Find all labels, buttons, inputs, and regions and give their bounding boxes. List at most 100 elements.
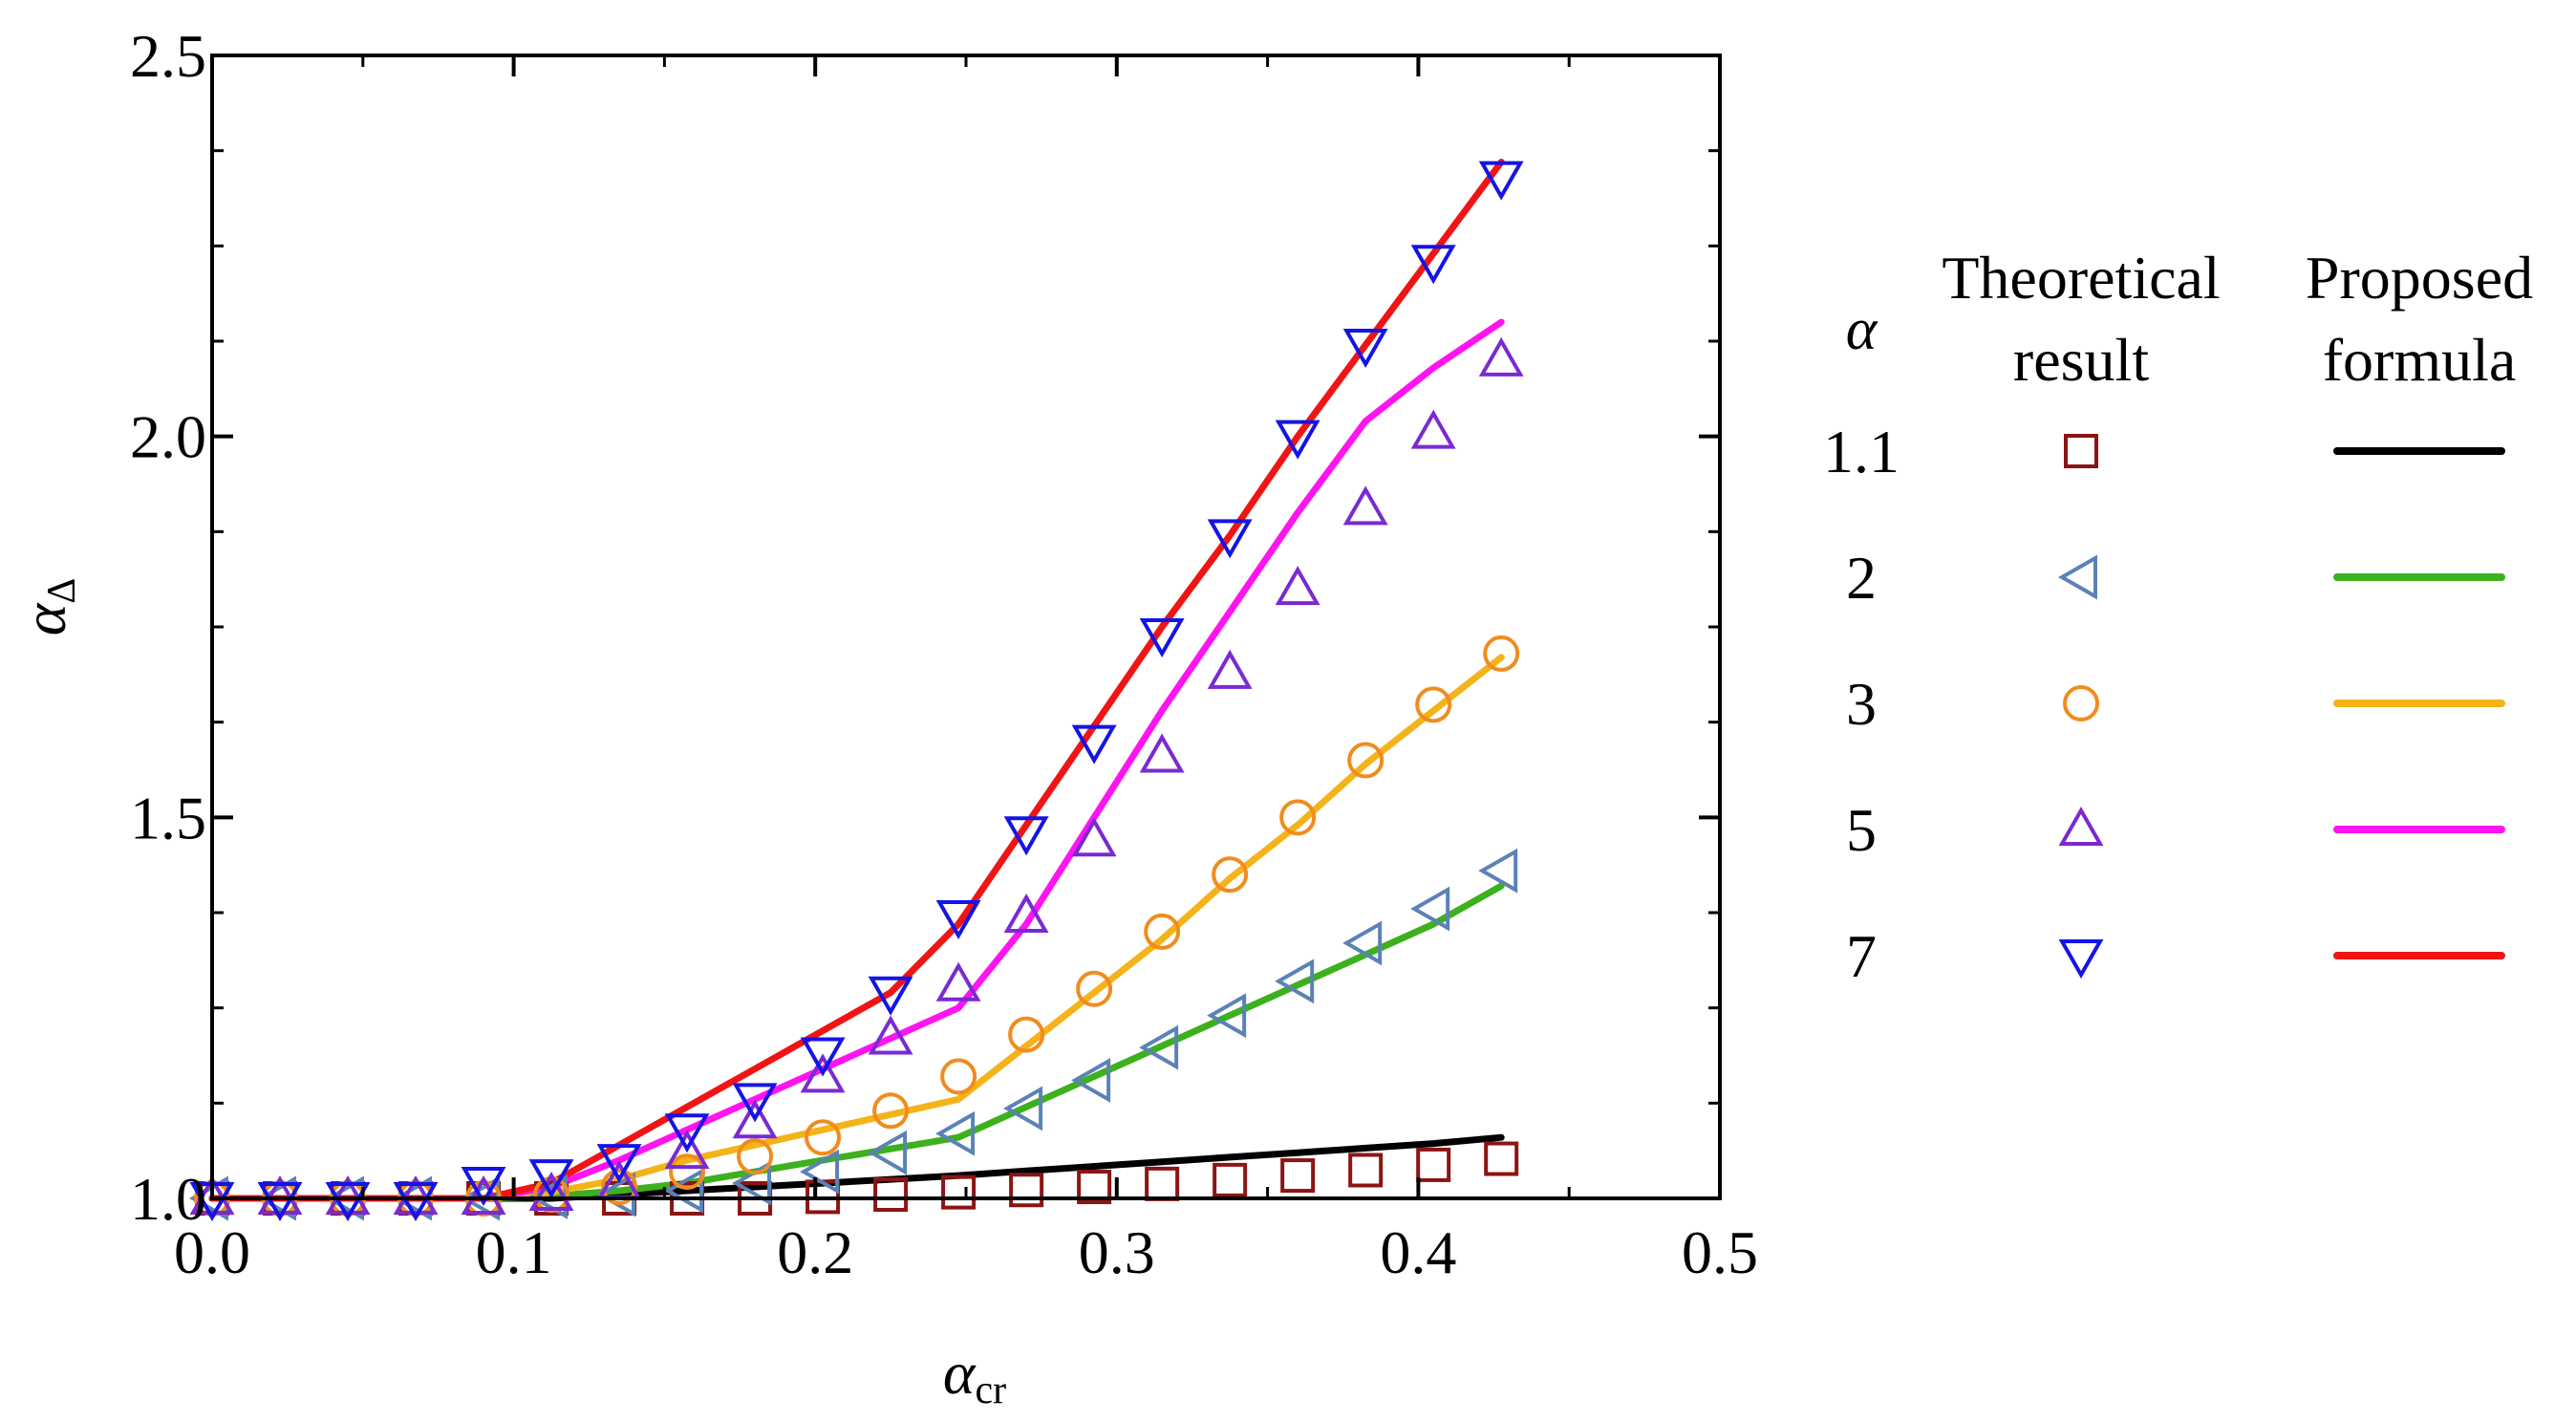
theoretical-point xyxy=(325,1182,371,1222)
x-tick-label: 0.5 xyxy=(1682,1218,1758,1286)
theoretical-point xyxy=(873,1177,909,1213)
theoretical-point xyxy=(800,1149,840,1195)
theoretical-point xyxy=(1410,245,1456,285)
theoretical-point xyxy=(189,1174,235,1215)
legend-alpha-value: 1.1 xyxy=(1823,418,1900,485)
theoretical-point xyxy=(935,899,981,940)
theoretical-point xyxy=(935,961,981,1002)
theoretical-point xyxy=(461,1167,506,1207)
theoretical-point xyxy=(1348,1153,1384,1188)
legend-marker-header-line2: result xyxy=(2013,326,2149,394)
markers-2 xyxy=(188,848,1518,1221)
theoretical-point xyxy=(800,1053,846,1093)
series-layer xyxy=(188,159,1524,1222)
y-tick-label: 1.5 xyxy=(130,784,206,851)
theoretical-point xyxy=(1009,1173,1044,1208)
y-tick-label: 2.5 xyxy=(130,22,206,90)
theoretical-point xyxy=(461,1174,506,1215)
theoretical-point xyxy=(1207,649,1253,689)
legend-marker xyxy=(2057,554,2097,600)
legend-marker xyxy=(2063,685,2099,722)
x-tick-label: 0.1 xyxy=(476,1218,552,1286)
legend-row: 5 xyxy=(1846,796,2505,864)
theoretical-point xyxy=(732,1099,778,1139)
theoretical-point xyxy=(1347,742,1385,779)
theoretical-point xyxy=(1279,799,1317,836)
theoretical-point xyxy=(1415,686,1452,723)
theoretical-point xyxy=(1145,1166,1180,1201)
theoretical-point xyxy=(732,1083,778,1123)
theoretical-point xyxy=(941,1174,977,1210)
x-axis-title: αcr xyxy=(943,1339,1006,1412)
theoretical-point xyxy=(1275,420,1320,460)
theoretical-point xyxy=(1071,724,1117,765)
x-tick-label: 0.0 xyxy=(174,1218,250,1286)
legend-row: 2 xyxy=(1846,544,2505,612)
legend-alpha-value: 7 xyxy=(1846,922,1877,990)
theoretical-point xyxy=(935,1110,976,1156)
theoretical-point xyxy=(1003,816,1049,856)
theoretical-point xyxy=(528,1171,574,1212)
theoretical-point xyxy=(1144,913,1181,950)
markers-7 xyxy=(189,161,1524,1222)
theoretical-point xyxy=(1003,1086,1043,1131)
legend-alpha-value: 3 xyxy=(1846,670,1877,738)
theoretical-point xyxy=(737,1138,774,1175)
theoretical-point xyxy=(596,1144,642,1184)
theoretical-point xyxy=(805,1119,842,1156)
theoretical-point xyxy=(393,1174,439,1215)
theoretical-point xyxy=(1416,1147,1451,1182)
theoretical-point xyxy=(664,1168,704,1214)
theoretical-point xyxy=(1008,1016,1045,1053)
theoretical-point xyxy=(1071,817,1117,857)
theoretical-point xyxy=(868,1130,908,1175)
theoretical-point xyxy=(393,1182,439,1222)
legend-marker xyxy=(2064,434,2098,468)
legend-rows: 1.1 2 3 5 7 xyxy=(1823,418,2505,990)
legend-line-header-line2: formula xyxy=(2323,326,2517,394)
theoretical-point xyxy=(1207,993,1247,1039)
theoretical-point xyxy=(601,1169,638,1206)
formula-line xyxy=(208,159,1505,1202)
formula-line xyxy=(208,654,1505,1202)
plot-frame xyxy=(210,54,1722,1200)
theoretical-point xyxy=(1139,733,1185,773)
theoretical-point xyxy=(1478,161,1524,201)
theoretical-point xyxy=(1483,635,1520,672)
theoretical-point xyxy=(325,1174,371,1215)
theoretical-point xyxy=(872,1092,910,1130)
theoretical-point xyxy=(1478,336,1524,377)
theoretical-point xyxy=(1342,920,1383,966)
theoretical-point xyxy=(1077,1170,1112,1205)
legend-marker xyxy=(2058,806,2104,846)
theoretical-point xyxy=(1076,970,1113,1007)
theoretical-point xyxy=(1342,328,1388,369)
series-5 xyxy=(208,318,1505,1202)
theoretical-point xyxy=(1410,886,1450,932)
y-axis-title: αΔ xyxy=(11,578,84,636)
legend-param-header: α xyxy=(1846,297,1878,362)
legend-row: 7 xyxy=(1846,922,2505,990)
theoretical-point xyxy=(1478,848,1518,894)
theoretical-point xyxy=(1071,1057,1111,1103)
theoretical-point xyxy=(940,1058,977,1095)
theoretical-point xyxy=(669,1153,706,1191)
theoretical-point xyxy=(1003,893,1049,933)
legend-row: 3 xyxy=(1846,670,2505,738)
legend: α Theoretical result Proposed formula 1.… xyxy=(1823,244,2533,990)
legend-line-header-line1: Proposed xyxy=(2306,244,2533,312)
theoretical-point xyxy=(800,1037,846,1077)
legend-marker-header-line1: Theoretical xyxy=(1942,244,2220,312)
theoretical-point xyxy=(257,1182,303,1222)
legend-alpha-value: 2 xyxy=(1846,544,1877,612)
theoretical-point xyxy=(1212,856,1249,894)
theoretical-point xyxy=(868,1015,913,1055)
legend-marker xyxy=(2058,939,2104,980)
theoretical-point xyxy=(1275,566,1320,606)
x-tick-label: 0.2 xyxy=(777,1218,853,1286)
y-tick-label: 1.0 xyxy=(130,1165,206,1233)
markers-5 xyxy=(189,336,1524,1215)
markers-3 xyxy=(194,635,1520,1217)
theoretical-point xyxy=(1213,1162,1248,1197)
